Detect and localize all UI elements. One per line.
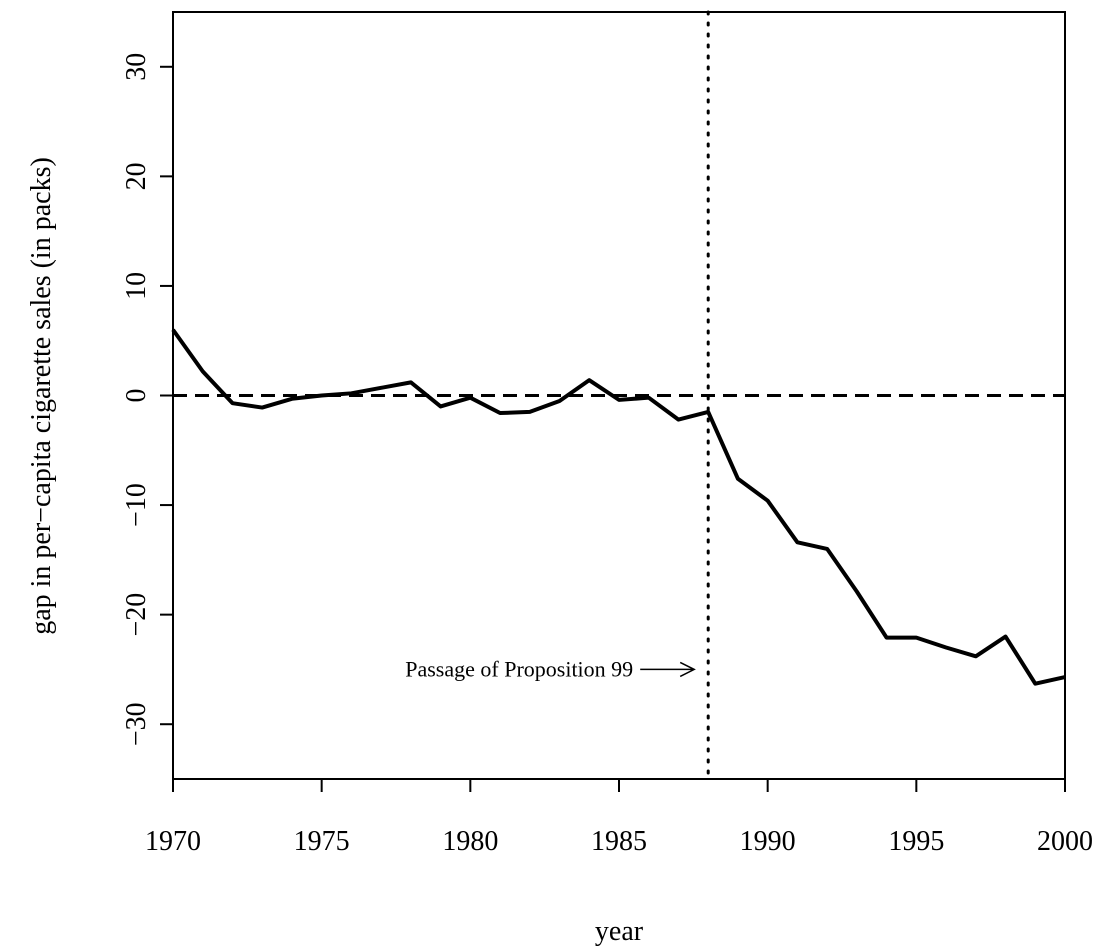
y-axis-label: gap in per−capita cigarette sales (in pa… [26,157,57,635]
x-axis-label: year [595,916,644,947]
x-tick-label: 1990 [740,826,796,857]
y-tick-label: 10 [121,272,152,300]
x-tick-label: 1970 [145,826,201,857]
x-tick-label: 2000 [1037,826,1093,857]
series-line [171,328,1066,686]
y-tick-label: 20 [121,162,152,190]
x-tick-label: 1985 [591,826,647,857]
annotation-arrow [640,661,696,678]
y-tick-label: 0 [121,389,152,403]
y-tick-label: −10 [121,483,152,527]
y-tick-label: −20 [121,593,152,637]
y-tick-label: 30 [121,53,152,81]
x-tick-label: 1980 [442,826,498,857]
x-tick-label: 1995 [888,826,944,857]
y-tick-label: −30 [121,702,152,746]
annotation: Passage of Proposition 99 [405,656,633,681]
x-tick-label: 1975 [294,826,350,857]
